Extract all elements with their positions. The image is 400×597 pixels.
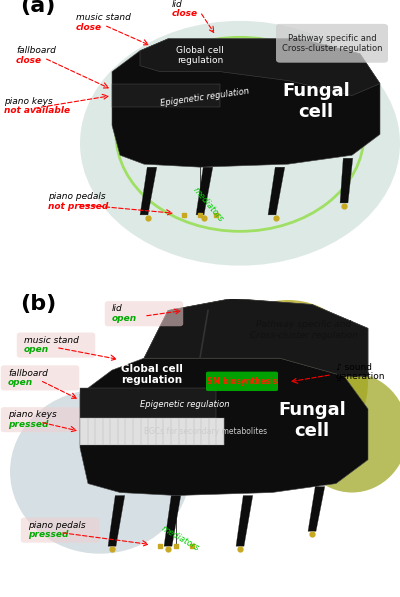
Text: Pathway specific and
Cross-cluster regulation: Pathway specific and Cross-cluster regul… — [282, 33, 382, 53]
Polygon shape — [140, 39, 380, 96]
Text: piano keys: piano keys — [8, 410, 57, 419]
Text: Global cell
regulation: Global cell regulation — [176, 45, 224, 65]
Polygon shape — [340, 158, 353, 203]
FancyBboxPatch shape — [17, 333, 95, 358]
Polygon shape — [140, 167, 157, 215]
Ellipse shape — [80, 21, 400, 266]
Text: (b): (b) — [20, 294, 56, 315]
FancyBboxPatch shape — [21, 518, 99, 543]
Text: ♪ sound: ♪ sound — [336, 363, 372, 372]
Polygon shape — [144, 298, 368, 376]
Text: piano pedals: piano pedals — [48, 192, 106, 201]
Text: mediators: mediators — [160, 524, 200, 553]
Text: lid: lid — [172, 0, 183, 9]
Text: music stand: music stand — [76, 13, 131, 22]
Text: close: close — [16, 56, 42, 64]
Polygon shape — [268, 167, 285, 215]
Text: piano keys: piano keys — [4, 97, 53, 106]
Text: generation: generation — [336, 372, 386, 381]
Text: (a): (a) — [20, 0, 55, 16]
FancyBboxPatch shape — [206, 371, 278, 391]
FancyBboxPatch shape — [1, 365, 79, 390]
Text: Epigenetic regulation: Epigenetic regulation — [160, 87, 250, 107]
Text: music stand: music stand — [24, 336, 79, 344]
Ellipse shape — [296, 373, 400, 493]
Text: pressed: pressed — [28, 530, 68, 539]
Ellipse shape — [208, 300, 368, 464]
Text: pressed: pressed — [8, 420, 48, 429]
Ellipse shape — [160, 307, 280, 361]
FancyBboxPatch shape — [276, 24, 388, 63]
Text: lid: lid — [112, 304, 123, 313]
Text: BGCs for secondary metabolites: BGCs for secondary metabolites — [144, 427, 267, 436]
Text: open: open — [112, 314, 137, 323]
Text: close: close — [76, 23, 102, 32]
Text: close: close — [172, 10, 198, 19]
Polygon shape — [112, 39, 380, 167]
Text: Fungal
cell: Fungal cell — [282, 82, 350, 121]
Polygon shape — [112, 84, 220, 107]
Ellipse shape — [10, 390, 190, 554]
Text: not available: not available — [4, 106, 70, 115]
Text: Pathway specific and
Cross-cluster regulation: Pathway specific and Cross-cluster regul… — [250, 320, 358, 340]
Polygon shape — [164, 496, 181, 546]
FancyBboxPatch shape — [105, 301, 183, 326]
Text: Epigenetic regulation: Epigenetic regulation — [140, 400, 230, 409]
Text: open: open — [24, 345, 49, 354]
Polygon shape — [80, 418, 224, 445]
Polygon shape — [108, 496, 125, 546]
Text: fallboard: fallboard — [16, 46, 56, 55]
Text: SM biosynthesis: SM biosynthesis — [207, 377, 277, 386]
Text: Global cell
regulation: Global cell regulation — [121, 364, 183, 386]
Polygon shape — [236, 496, 253, 546]
Text: open: open — [8, 378, 33, 387]
Polygon shape — [144, 298, 368, 376]
FancyBboxPatch shape — [1, 407, 79, 432]
Text: Fungal
cell: Fungal cell — [278, 402, 346, 440]
Text: not pressed: not pressed — [48, 202, 108, 211]
Text: piano pedals: piano pedals — [28, 521, 86, 530]
Polygon shape — [80, 388, 216, 418]
Text: fallboard: fallboard — [8, 368, 48, 377]
Polygon shape — [80, 358, 368, 496]
Polygon shape — [308, 487, 325, 531]
Polygon shape — [196, 167, 213, 215]
Text: mediators: mediators — [191, 185, 225, 224]
